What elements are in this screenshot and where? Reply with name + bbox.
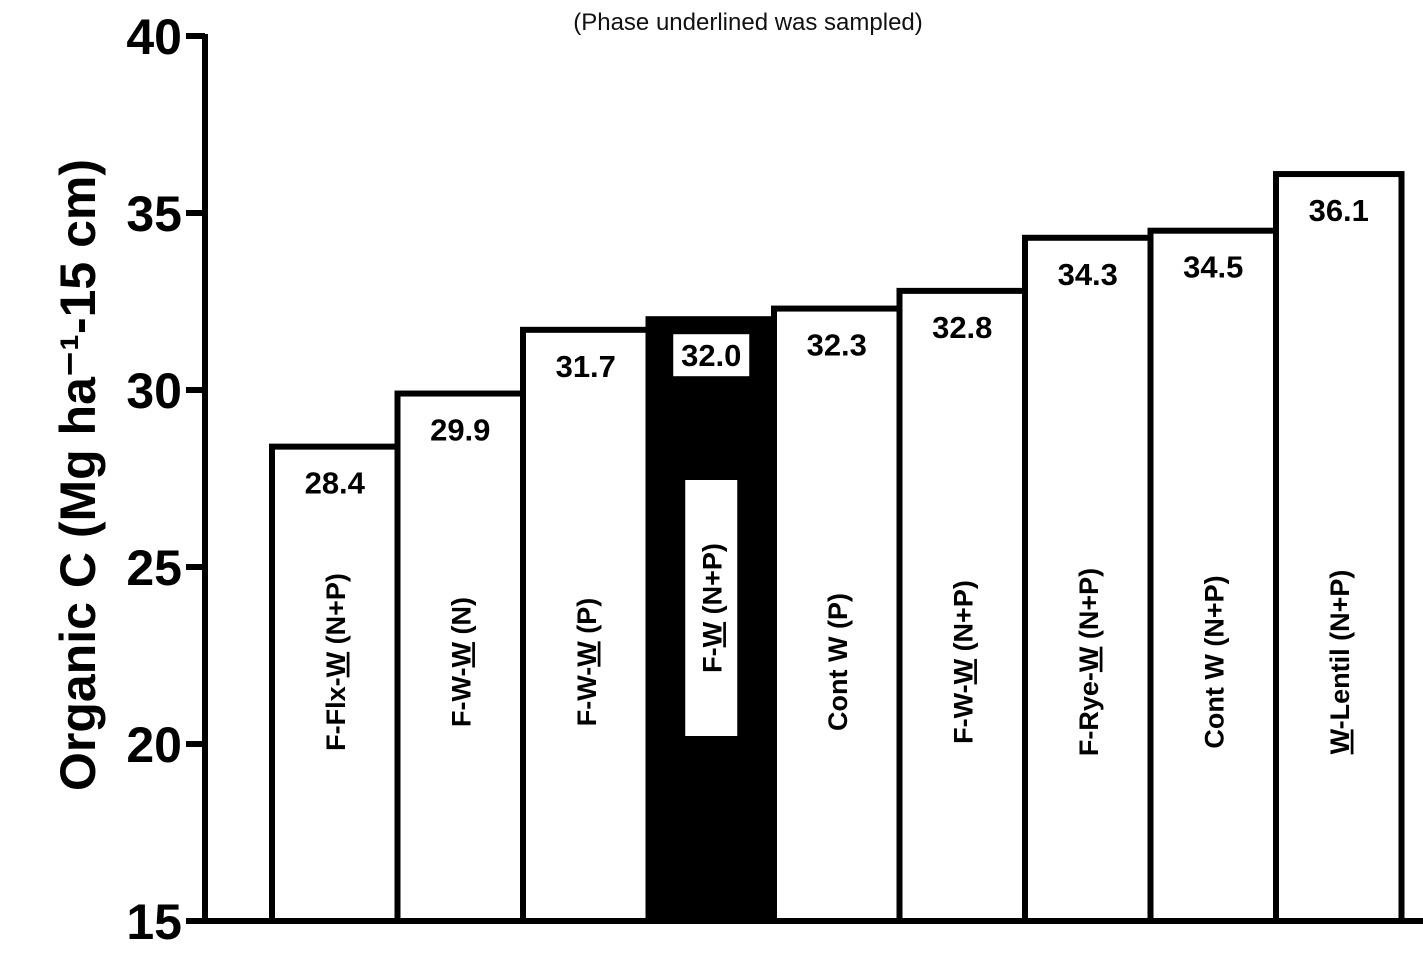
bar-category-label: Cont W (P)	[823, 593, 853, 731]
bar	[1273, 171, 1405, 924]
y-tick-label: 20	[126, 717, 182, 773]
bar-category-label: F-Flx-W (N+P)	[321, 573, 351, 751]
category-label-part: F-W-	[446, 668, 476, 727]
category-label-box	[685, 480, 738, 736]
bar-value-label: 31.7	[556, 349, 616, 384]
bar-category-label: F-W-W (P)	[572, 598, 602, 726]
bar	[1022, 234, 1154, 924]
bar-value-label: 29.9	[430, 413, 490, 448]
y-tick-label: 15	[126, 894, 182, 950]
y-axis-ticks: 15 20 25 30 35 40	[126, 9, 205, 950]
category-label-part: F-Rye-	[1074, 672, 1104, 756]
chart-subtitle: (Phase underlined was sampled)	[573, 9, 923, 36]
category-label-part: (N+P)	[321, 573, 351, 652]
category-label-part: (N+P)	[948, 580, 978, 659]
category-label-part: Cont W (P)	[823, 593, 853, 731]
bar-category-label: Cont W (N+P)	[1199, 575, 1229, 748]
category-label-part: W	[1074, 646, 1104, 672]
bar-category-label: F-W (N+P)	[697, 543, 727, 673]
y-tick-label: 35	[126, 186, 182, 242]
bar-category-label: F-Rye-W (N+P)	[1074, 568, 1104, 756]
category-label-part: (P)	[572, 598, 602, 642]
category-label-part: W	[572, 641, 602, 667]
bars-group: 28.4F-Flx-W (N+P)29.9F-W-W (N)31.7F-W-W …	[269, 171, 1405, 925]
category-label-part: Cont W (N+P)	[1199, 575, 1229, 748]
category-label-part: F-Flx-	[321, 677, 351, 751]
bar-category-label: W-Lentil (N+P)	[1325, 570, 1355, 755]
y-tick-label: 30	[126, 363, 182, 419]
bar-value-label: 34.3	[1058, 257, 1118, 292]
value-label-box	[673, 334, 750, 377]
bar-value-label: 32.3	[807, 328, 867, 363]
category-label-part: F-	[697, 647, 727, 672]
bar-category-label: F-W-W (N+P)	[948, 580, 978, 744]
bar-value-label: 34.5	[1183, 250, 1243, 285]
bar-value-label: 36.1	[1309, 193, 1369, 228]
y-tick-label: 40	[126, 9, 182, 65]
category-label-part: W	[697, 621, 727, 647]
category-label-part: (N+P)	[1074, 568, 1104, 647]
category-label-part: F-W-	[948, 684, 978, 743]
category-label-part: W	[446, 642, 476, 668]
bar-value-label: 32.8	[932, 310, 992, 345]
category-label-part: F-W-	[572, 667, 602, 726]
bar-value-label: 28.4	[305, 466, 366, 501]
bar-value-label: 32.0	[681, 338, 741, 373]
y-tick-label: 25	[126, 540, 182, 596]
category-label-part: W	[948, 658, 978, 684]
category-label-part: W	[1325, 728, 1355, 754]
category-label-part: W	[321, 651, 351, 677]
category-label-part: (N+P)	[697, 543, 727, 622]
bar-category-label: F-W-W (N)	[446, 597, 476, 727]
y-axis-label: Organic C (Mg ha⁻¹-15 cm)	[50, 159, 106, 791]
category-label-part: -Lentil (N+P)	[1325, 570, 1355, 730]
category-label-part: (N)	[446, 597, 476, 642]
